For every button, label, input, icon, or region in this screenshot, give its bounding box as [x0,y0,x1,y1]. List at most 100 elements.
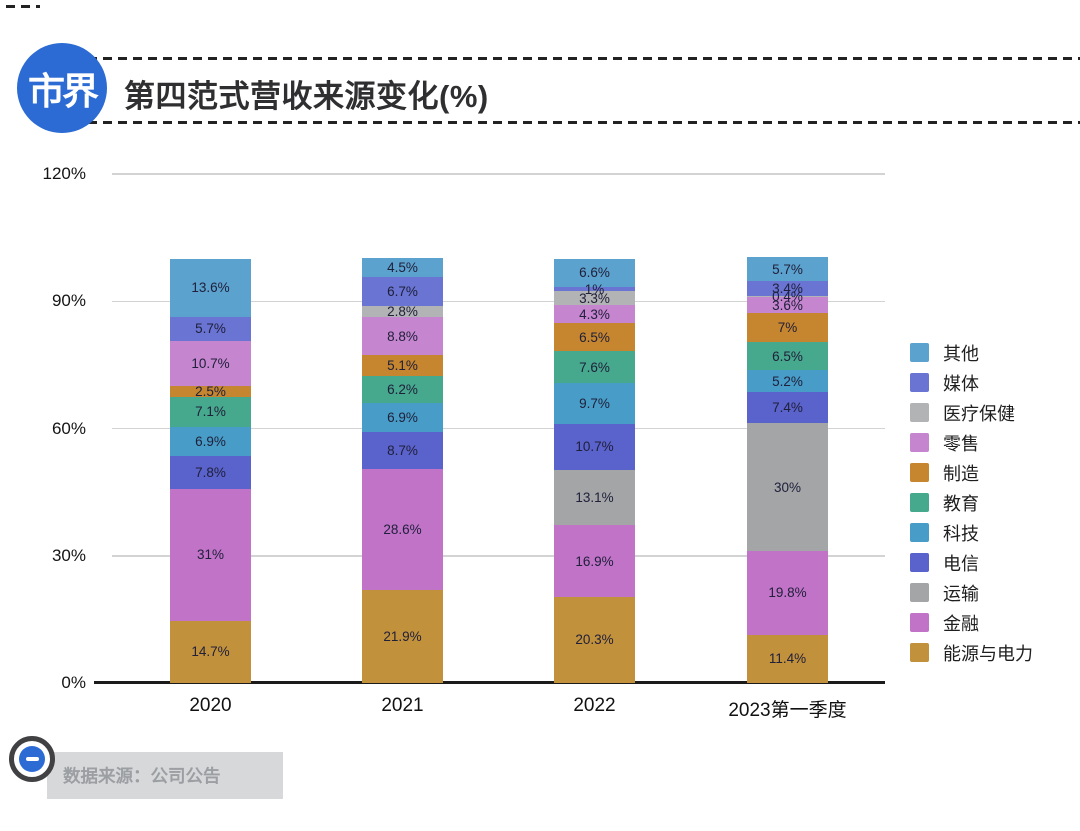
segment-value-label: 20.3% [575,632,614,648]
segment-value-label: 9.7% [579,396,610,412]
brand-logo-text: 市界 [28,71,99,112]
y-axis-tick: 0% [61,673,86,692]
bar-segment-energy: 21.9% [362,590,443,683]
legend-item-media: 媒体 [910,373,1033,394]
bar-segment-technology: 6.9% [362,402,443,432]
gridline [112,300,885,302]
segment-value-label: 19.8% [768,585,807,601]
legend-item-healthcare: 医疗保健 [910,403,1033,424]
segment-value-label: 14.7% [191,644,230,660]
segment-value-label: 2.5% [195,383,226,399]
bar-segment-media: 3.4% [747,281,828,297]
bar-segment-other: 4.5% [362,258,443,278]
y-axis-tick: 30% [51,545,86,565]
bar-segment-other: 6.6% [554,258,635,287]
segment-value-label: 6.2% [387,382,418,397]
legend-swatch [910,403,929,422]
segment-value-label: 7.8% [195,465,226,481]
bar-segment-retail: 3.6% [747,297,828,313]
segment-value-label: 30% [773,479,802,495]
legend-swatch [910,583,929,602]
segment-value-label: 8.7% [387,442,418,458]
segment-value-label: 6.7% [387,283,418,299]
segment-value-label: 21.9% [383,629,422,645]
segment-value-label: 7.1% [195,404,226,420]
segment-value-label: 6.9% [387,409,418,425]
bar-segment-manufacturing: 2.5% [170,383,251,399]
legend-item-retail: 零售 [910,433,1033,454]
legend-item-energy: 能源与电力 [910,643,1033,664]
bar-segment-media: 6.7% [362,277,443,306]
corner-dash-decoration [6,5,40,8]
legend-swatch [910,523,929,542]
title-dashed-border-top [88,57,1080,60]
legend-swatch [910,463,929,482]
page-title: 第四范式营收来源变化(%) [124,79,489,114]
bar-segment-telecom: 8.7% [362,431,443,469]
legend-item-transportation: 运输 [910,583,1033,604]
bar-segment-finance: 28.6% [362,468,443,591]
bar-segment-other: 13.6% [170,258,251,317]
segment-value-label: 11.4% [768,651,807,667]
bar-segment-energy: 20.3% [554,596,635,683]
bar-segment-media: 5.7% [170,316,251,341]
segment-value-label: 3.4% [772,281,803,297]
segment-value-label: 3.3% [579,290,610,306]
legend-item-other: 其他 [910,343,1033,364]
bar-segment-retail: 8.8% [362,317,443,355]
bar-2023第一季度: 5.7% 3.4% 0.4% 3.6% 7% 6.5% 5.2% 7.4% 30% 19.8% 11… [747,257,828,683]
segment-value-label: 0.4% [772,289,803,305]
data-source-box: 数据来源：公司公告 [47,752,283,799]
legend-item-telecom: 电信 [910,553,1033,574]
legend-label: 媒体 [943,373,979,394]
bar-segment-manufacturing: 6.5% [554,323,635,351]
bar-segment-other: 5.7% [747,257,828,282]
segment-value-label: 13.6% [191,280,230,296]
segment-value-label: 10.7% [191,355,230,371]
legend-label: 电信 [943,553,979,574]
y-axis-tick: 60% [51,418,86,438]
segment-value-label: 31% [196,547,225,563]
segment-value-label: 10.7% [575,439,614,455]
bar-segment-education: 7.1% [170,396,251,427]
bar-segment-media: 1% [554,282,635,297]
legend-label: 能源与电力 [943,643,1033,664]
gridline [112,555,885,557]
bar-segment-finance: 19.8% [747,550,828,635]
segment-value-label: 3.6% [772,297,803,313]
legend-label: 金融 [943,613,979,634]
bar-segment-finance: 16.9% [554,525,635,597]
segment-value-label: 4.5% [387,260,418,276]
segment-value-label: 8.8% [387,328,418,344]
segment-value-label: 6.6% [579,265,610,281]
bar-segment-education: 7.6% [554,350,635,384]
segment-value-label: 4.3% [579,306,610,322]
bar-segment-telecom: 7.4% [747,392,828,424]
legend-swatch [910,433,929,452]
gridline [112,427,885,430]
segment-value-label: 6.5% [772,348,803,364]
legend-label: 运输 [943,583,979,604]
legend-item-manufacturing: 制造 [910,463,1033,484]
segment-value-label: 6.9% [195,433,226,449]
legend-item-technology: 科技 [910,523,1033,544]
title-dashed-border-bottom [88,121,1080,124]
bar-segment-healthcare: 2.8% [362,304,443,319]
segment-value-label: 13.1% [575,489,614,505]
segment-value-label: 7% [777,320,798,336]
segment-value-label: 7.6% [579,359,610,375]
legend-swatch [910,643,929,662]
segment-value-label: 5.7% [195,321,226,337]
legend-swatch [910,613,929,632]
bar-segment-healthcare: 0.4% [747,289,828,304]
bar-segment-manufacturing: 7% [747,312,828,343]
bar-segment-energy: 11.4% [747,634,828,683]
legend-label: 其他 [943,343,979,364]
legend-label: 制造 [943,463,979,484]
x-axis-line [94,681,885,685]
x-axis-label: 2023第一季度 [728,700,847,721]
legend-swatch [910,493,929,512]
legend-item-finance: 金融 [910,613,1033,634]
segment-value-label: 16.9% [575,553,614,569]
